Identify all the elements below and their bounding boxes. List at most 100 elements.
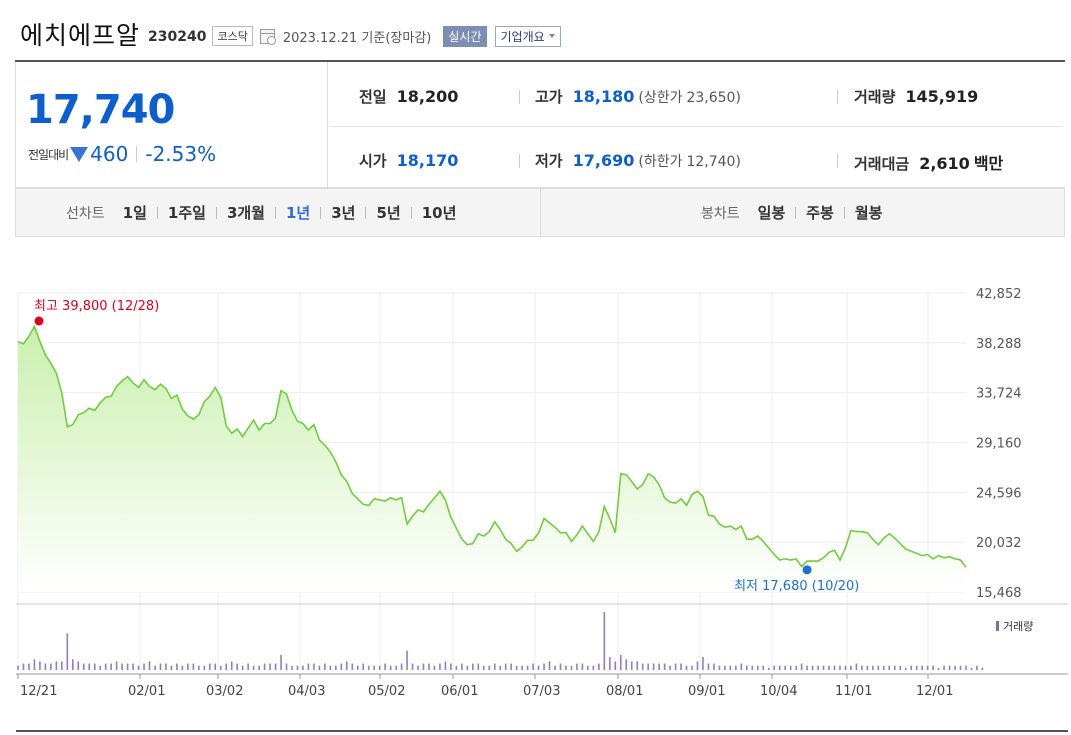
volume-bar [285,663,288,670]
x-tick-label: 05/02 [368,684,405,699]
line-period-5[interactable]: 5년 [376,204,401,222]
volume-bar [44,663,47,670]
divider [365,206,367,219]
candle-period-1[interactable]: 주봉 [806,204,834,222]
volume-bar [77,661,80,670]
title-row: 에치에프알 230240 코스닥 2023.12.21 기준(장마감) 실시간 … [20,18,561,50]
volume-bar [915,665,918,670]
volume-bar [82,663,85,670]
volume-bar [433,665,436,670]
volume-bar [345,661,348,670]
volume-bar [241,665,244,670]
volume-bar [230,661,233,670]
stat-value: 145,919 [905,87,979,106]
volume-bar [340,663,343,670]
quote-date: 2023.12.21 기준(장마감) [283,27,432,46]
volume-legend: 거래량 [996,618,1033,634]
volume-bar [937,667,940,670]
price-chart-svg: 42,852 38,288 33,724 29,160 24,596 20,032 15,4… [16,287,1068,732]
candle-period-list: 일봉 주봉 월봉 [758,202,883,223]
volume-bar [735,665,737,670]
volume-bar [148,661,151,670]
stat-open: 시가 18,170 [359,150,458,171]
volume-bar [680,663,682,670]
volume-bar [532,663,534,670]
change-row: 전일대비 460 -2.53% [28,142,216,166]
volume-bar [888,665,891,670]
upper-limit-label: (상한가 [638,90,683,106]
current-price: 17,740 [26,87,175,133]
volume-bar [630,661,633,670]
line-period-1[interactable]: 1주일 [167,204,206,222]
candle-chart-periods: 봉차트 일봉 주봉 월봉 [541,189,1064,236]
divider [843,206,845,219]
divider [837,154,838,168]
volume-bar [411,663,414,670]
line-period-6[interactable]: 10년 [421,204,457,222]
x-tick-label: 08/01 [606,684,643,699]
stat-value: 18,200 [396,87,459,106]
x-tick-label: 09/01 [688,684,725,699]
volume-bar [696,661,699,670]
volume-bar [71,659,74,670]
volume-bar [252,665,255,670]
volume-bar [313,663,315,670]
volume-bar [570,665,573,670]
volume-bar [121,663,123,670]
x-tick-label: 10/04 [760,684,797,699]
volume-bar [625,659,628,670]
low-point-marker [802,565,812,575]
volume-bar [883,665,885,670]
stat-label: 시가 [359,152,387,170]
company-overview-label: 기업개요 [500,29,545,44]
stat-label: 저가 [535,152,563,170]
volume-bar [137,665,140,670]
volume-bar [367,665,370,670]
volume-bar [844,665,847,670]
line-period-3[interactable]: 1년 [285,204,311,222]
volume-bar [981,667,984,670]
line-period-4[interactable]: 3년 [331,204,356,222]
y-tick-label: 42,852 [976,287,1022,302]
price-chart: 42,852 38,288 33,724 29,160 24,596 20,032 15,4… [0,240,1071,735]
line-period-0[interactable]: 1일 [122,204,147,222]
line-period-2[interactable]: 3개월 [226,204,265,222]
volume-bar [965,665,967,670]
volume-bar [559,663,562,670]
volume-bar [472,663,474,670]
candle-period-0[interactable]: 일봉 [757,204,786,222]
volume-bar [236,663,238,670]
volume-bar [691,665,693,670]
low-annotation: 최저 17,680 (10/20) [734,579,859,594]
quote-info-box: 17,740 전일대비 460 -2.53% 전일 18,200 고가 18,1… [15,60,1065,188]
volume-bar [658,663,660,670]
volume-bar [269,663,271,670]
volume-bar [899,665,902,670]
company-overview-button[interactable]: 기업개요 [494,25,561,47]
price-line [17,324,967,568]
y-tick-label: 29,160 [976,437,1022,452]
date-value: 2023.12.21 [282,30,358,46]
volume-bar [893,665,896,670]
volume-bar [219,665,222,670]
change-percent: -2.53% [145,142,217,166]
volume-bar [833,665,836,670]
volume-bar [959,665,962,670]
candle-period-2[interactable]: 월봉 [854,204,883,222]
volume-bar [789,665,792,670]
volume-bar [652,663,655,670]
volume-swatch [996,621,999,631]
volume-bar [554,665,556,670]
volume-bar [609,657,611,670]
volume-bar [729,665,732,670]
realtime-button[interactable]: 실시간 [443,25,487,47]
x-tick-label: 12/21 [20,684,57,699]
company-name: 에치에프알 [20,21,141,50]
volume-bar [543,663,545,670]
volume-bar [784,665,786,670]
stat-prev-close: 전일 18,200 [359,86,458,107]
stat-label: 전일 [359,88,387,106]
volume-bar [198,665,200,670]
volume-bar [154,665,156,670]
volume-bar [647,663,649,670]
